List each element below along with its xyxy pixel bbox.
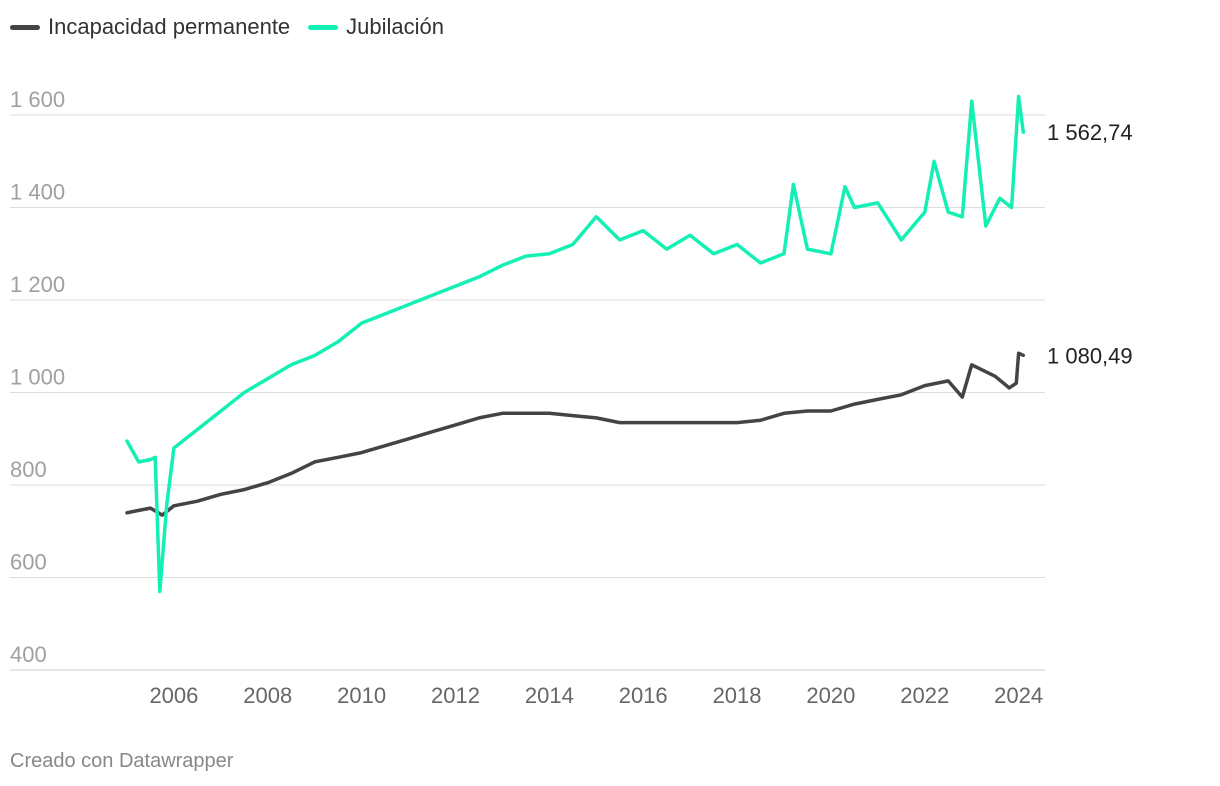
legend: Incapacidad permanente Jubilación xyxy=(10,14,444,40)
x-tick-label: 2014 xyxy=(525,683,574,708)
x-tick-label: 2008 xyxy=(243,683,292,708)
x-tick-label: 2012 xyxy=(431,683,480,708)
footer-credit: Creado con Datawrapper xyxy=(10,750,234,772)
series-end-label-0: 1 080,49 xyxy=(1047,343,1133,368)
x-tick-label: 2006 xyxy=(149,683,198,708)
y-tick-label: 800 xyxy=(10,457,47,482)
x-tick-label: 2016 xyxy=(619,683,668,708)
y-tick-label: 1 600 xyxy=(10,87,65,112)
legend-label-jubilacion: Jubilación xyxy=(346,14,445,39)
y-tick-label: 600 xyxy=(10,550,47,575)
y-tick-label: 1 200 xyxy=(10,272,65,297)
legend-label-incapacidad: Incapacidad permanente xyxy=(48,14,291,39)
x-tick-label: 2020 xyxy=(806,683,855,708)
x-tick-label: 2018 xyxy=(713,683,762,708)
x-tick-label: 2022 xyxy=(900,683,949,708)
x-tick-label: 2024 xyxy=(994,683,1043,708)
legend-item-jubilacion[interactable]: Jubilación xyxy=(308,14,444,40)
series-line-1 xyxy=(125,94,1026,594)
series-end-label-1: 1 562,74 xyxy=(1047,120,1133,145)
y-tick-label: 400 xyxy=(10,642,47,667)
legend-item-incapacidad[interactable]: Incapacidad permanente xyxy=(10,14,290,40)
y-tick-label: 1 000 xyxy=(10,365,65,390)
series-line-0 xyxy=(125,351,1026,517)
legend-swatch-jubilacion xyxy=(308,24,339,30)
legend-swatch-incapacidad xyxy=(10,24,40,30)
x-tick-label: 2010 xyxy=(337,683,386,708)
y-tick-label: 1 400 xyxy=(10,180,65,205)
